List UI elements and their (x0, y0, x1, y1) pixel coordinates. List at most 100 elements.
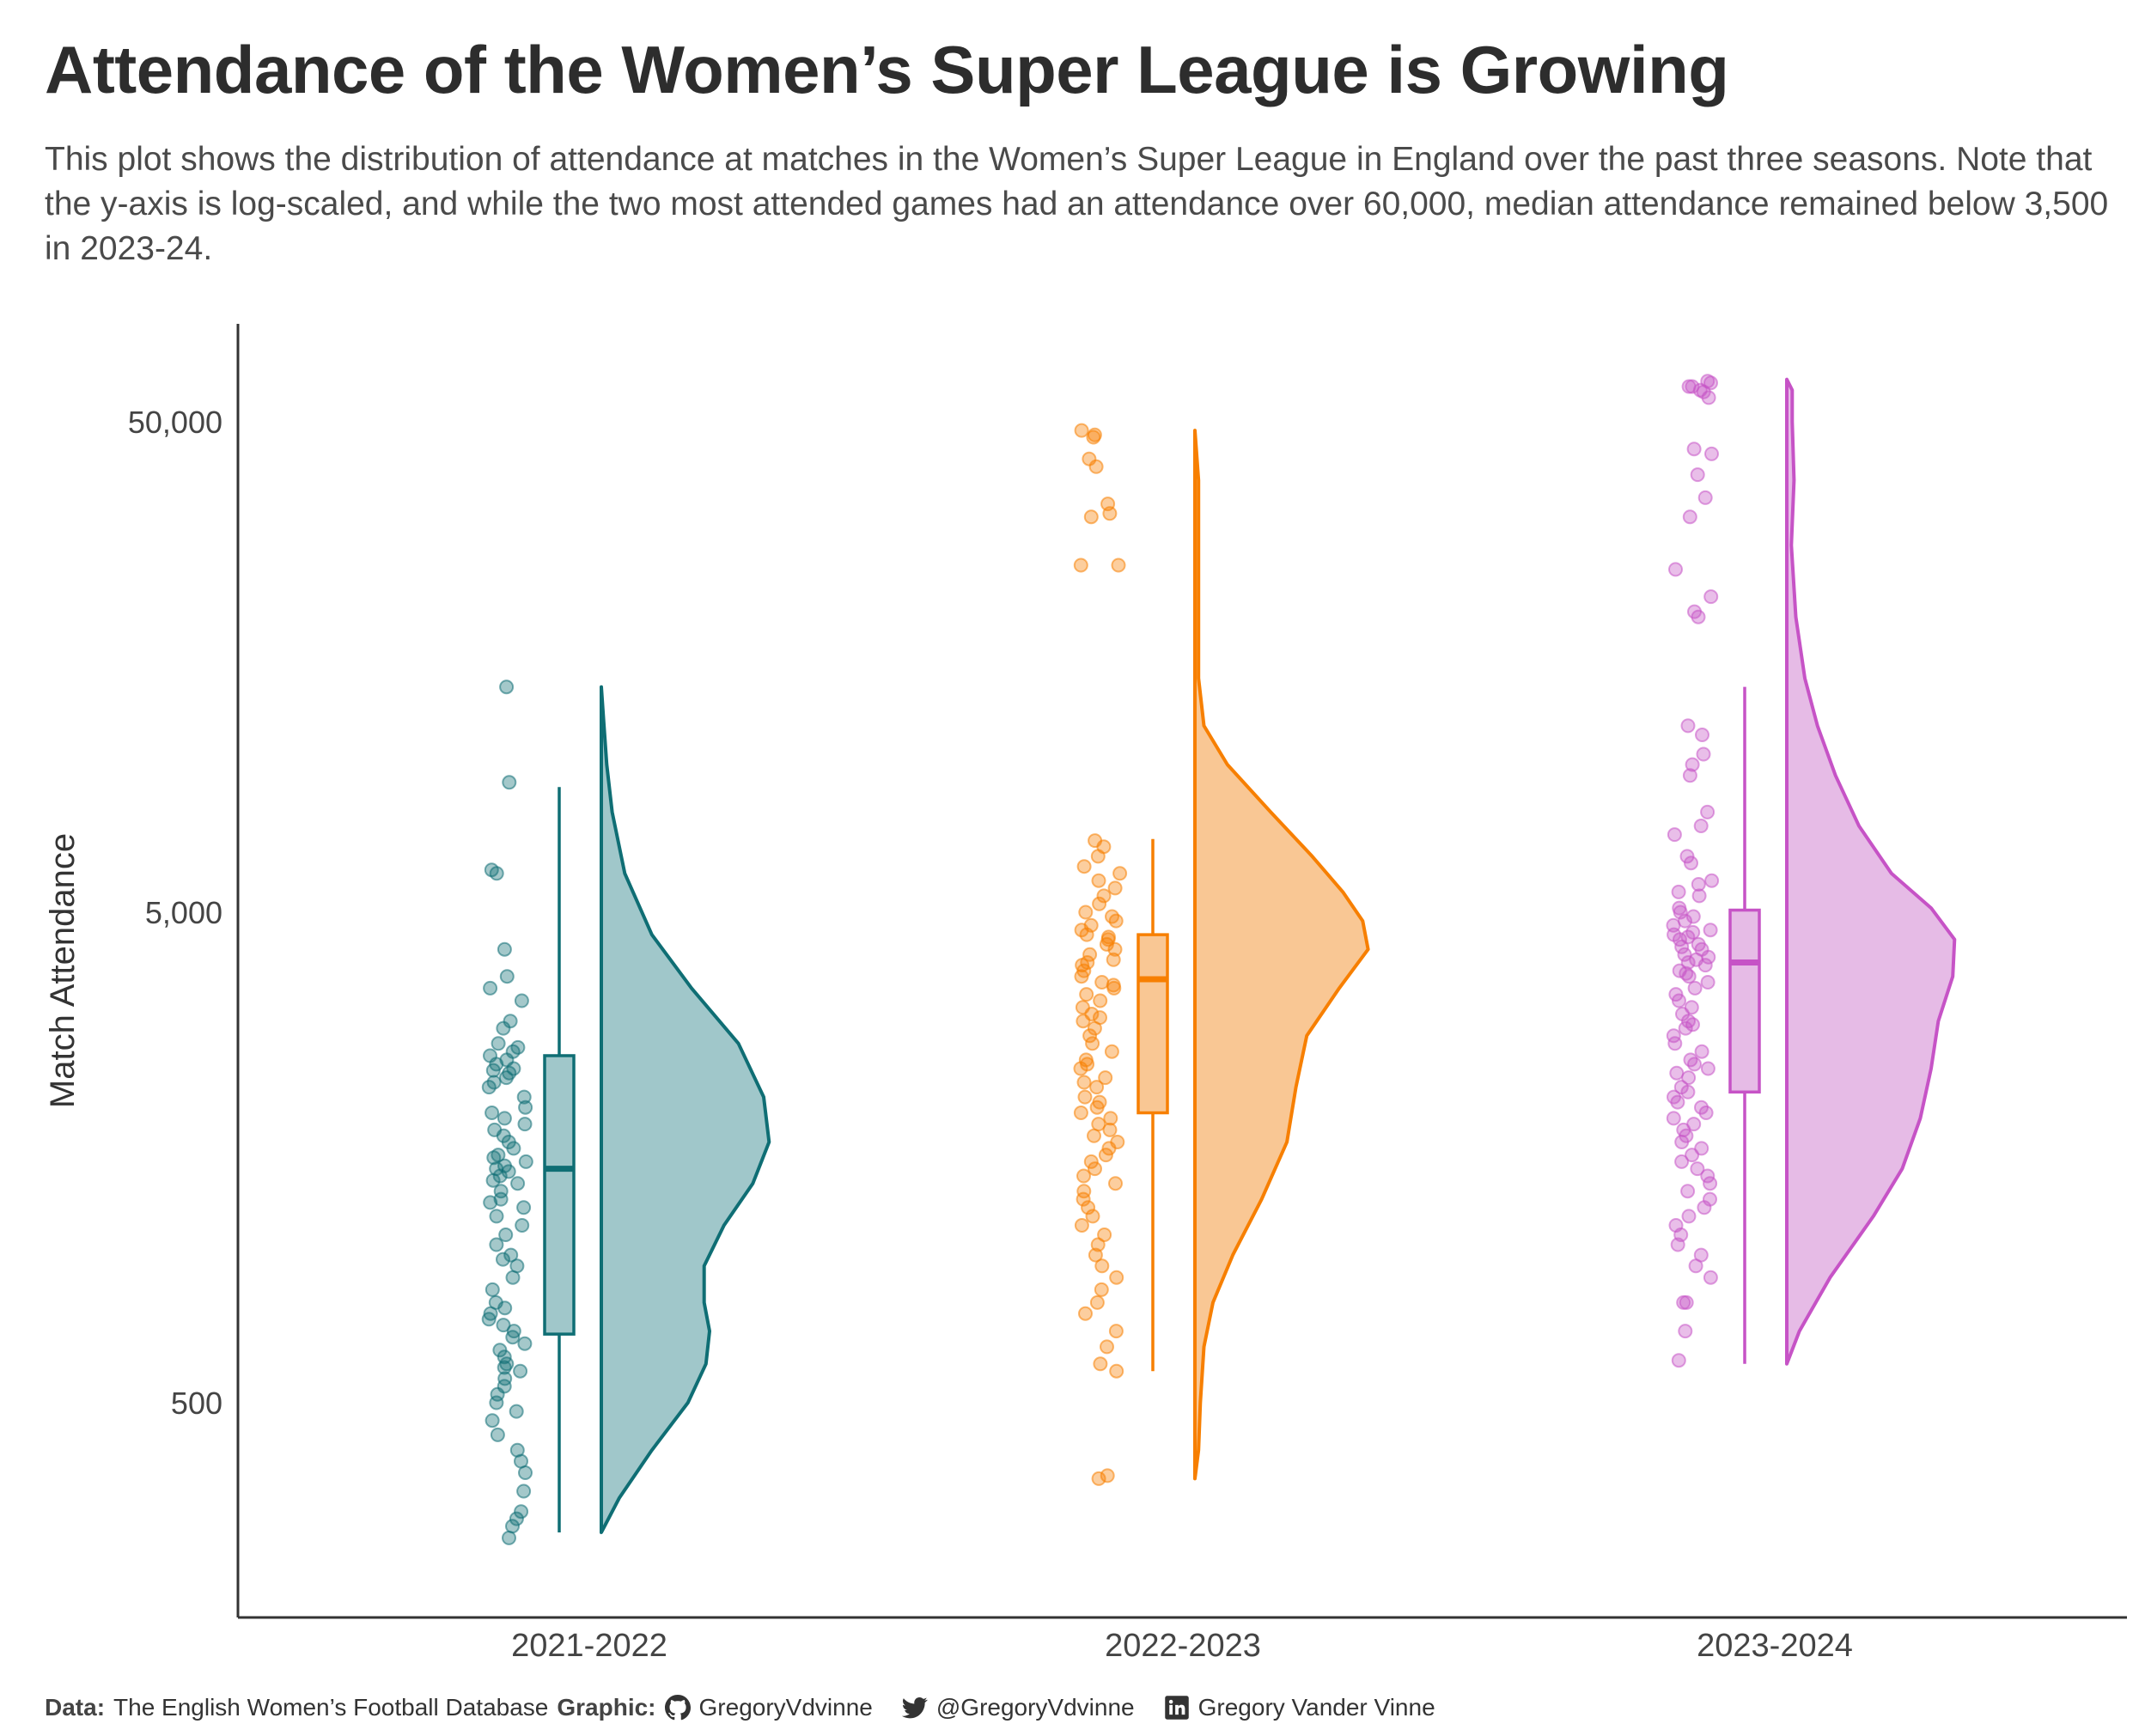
data-point (1073, 557, 1088, 573)
data-point (1076, 859, 1092, 874)
data-point (497, 941, 512, 957)
data-point (1074, 969, 1089, 984)
data-point (1671, 1353, 1686, 1368)
data-point (516, 1089, 532, 1105)
data-point (1680, 1184, 1696, 1199)
data-point (1108, 1176, 1123, 1191)
data-point (1691, 888, 1707, 904)
data-point (489, 1209, 504, 1224)
data-point (1099, 936, 1114, 952)
data-point (514, 993, 529, 1008)
data-point (483, 980, 498, 996)
data-point (1685, 379, 1700, 394)
data-point (1680, 955, 1696, 970)
data-point (1670, 1094, 1685, 1110)
data-point (1088, 459, 1104, 474)
data-point (1082, 947, 1098, 962)
data-point (481, 1080, 497, 1095)
data-point (1107, 880, 1123, 896)
data-point (515, 1218, 530, 1233)
data-point (1085, 1209, 1100, 1224)
data-point (1083, 1154, 1099, 1169)
data-point (483, 1195, 498, 1210)
data-point (484, 1413, 500, 1428)
data-point (491, 1036, 506, 1051)
data-point (1700, 1061, 1715, 1076)
data-point (1703, 1270, 1718, 1285)
chart-subtitle: This plot shows the distribution of atte… (45, 141, 2109, 267)
y-tick-label: 5,000 (145, 895, 222, 930)
data-point (1697, 490, 1713, 505)
data-point (486, 1150, 502, 1166)
data-point (1102, 1122, 1118, 1137)
data-point (1103, 1111, 1118, 1126)
y-tick-label: 500 (171, 1386, 222, 1421)
y-axis-label: Match Attendance (44, 833, 82, 1108)
data-point (499, 679, 515, 695)
data-point (1085, 1036, 1100, 1051)
data-point (505, 1270, 521, 1285)
caption-github[interactable]: GregoryVdvinne (698, 1694, 873, 1721)
box (543, 1054, 576, 1336)
caption-linkedin[interactable]: Gregory Vander Vinne (1197, 1694, 1435, 1721)
data-point (1079, 927, 1094, 942)
data-point (1680, 1084, 1696, 1099)
data-point (1100, 1339, 1114, 1355)
data-point (1102, 506, 1118, 521)
data-point (1108, 1324, 1124, 1339)
data-point (1690, 1161, 1705, 1177)
data-point (517, 1117, 533, 1132)
data-point (1091, 1471, 1106, 1486)
data-point (1094, 1282, 1109, 1297)
series-2022-2023 (1073, 423, 1370, 1486)
data-point (1669, 1065, 1685, 1081)
data-point (1678, 1020, 1693, 1036)
x-tick-label: 2021-2022 (511, 1628, 667, 1664)
data-point (1091, 873, 1106, 888)
github-icon (664, 1695, 691, 1721)
data-point (1106, 980, 1122, 996)
data-point (1077, 1089, 1093, 1105)
data-point (1076, 1168, 1091, 1184)
data-point (1679, 1294, 1694, 1310)
data-point (490, 1427, 505, 1442)
data-point (1674, 1135, 1690, 1149)
data-point (503, 1247, 519, 1263)
chart-marks (481, 374, 1957, 1545)
data-point (1100, 1468, 1115, 1483)
data-point (1671, 884, 1686, 899)
data-point (1703, 589, 1719, 605)
density-cloud (1193, 429, 1370, 1481)
caption: Data: The English Women’s Football Datab… (45, 1694, 1435, 1721)
data-point (1674, 939, 1690, 954)
data-point (516, 1483, 532, 1499)
data-point (1687, 980, 1703, 996)
series-2021-2022 (481, 679, 771, 1545)
data-point (1684, 856, 1698, 871)
data-point (1112, 866, 1128, 881)
data-point (506, 1141, 521, 1156)
caption-twitter[interactable]: @GregoryVdvinne (935, 1694, 1135, 1721)
data-point (481, 1312, 497, 1327)
data-point (1701, 390, 1716, 405)
data-point (1696, 746, 1711, 762)
data-point (514, 1504, 529, 1520)
data-point (1681, 1070, 1697, 1086)
data-point (501, 1164, 516, 1179)
data-point (496, 1020, 511, 1036)
data-point (1079, 987, 1094, 1002)
data-point (498, 1070, 514, 1086)
data-point (1668, 562, 1683, 577)
data-point (518, 1154, 533, 1169)
data-point (1690, 467, 1705, 483)
data-point (1082, 1028, 1098, 1044)
data-point (1667, 827, 1682, 843)
data-point (1074, 423, 1089, 438)
data-point (497, 1360, 512, 1375)
data-point (1677, 947, 1692, 962)
data-point (1109, 1270, 1124, 1285)
data-point (484, 1106, 500, 1120)
data-point (1685, 757, 1700, 772)
data-point (1109, 1363, 1124, 1379)
data-point (510, 1176, 526, 1191)
